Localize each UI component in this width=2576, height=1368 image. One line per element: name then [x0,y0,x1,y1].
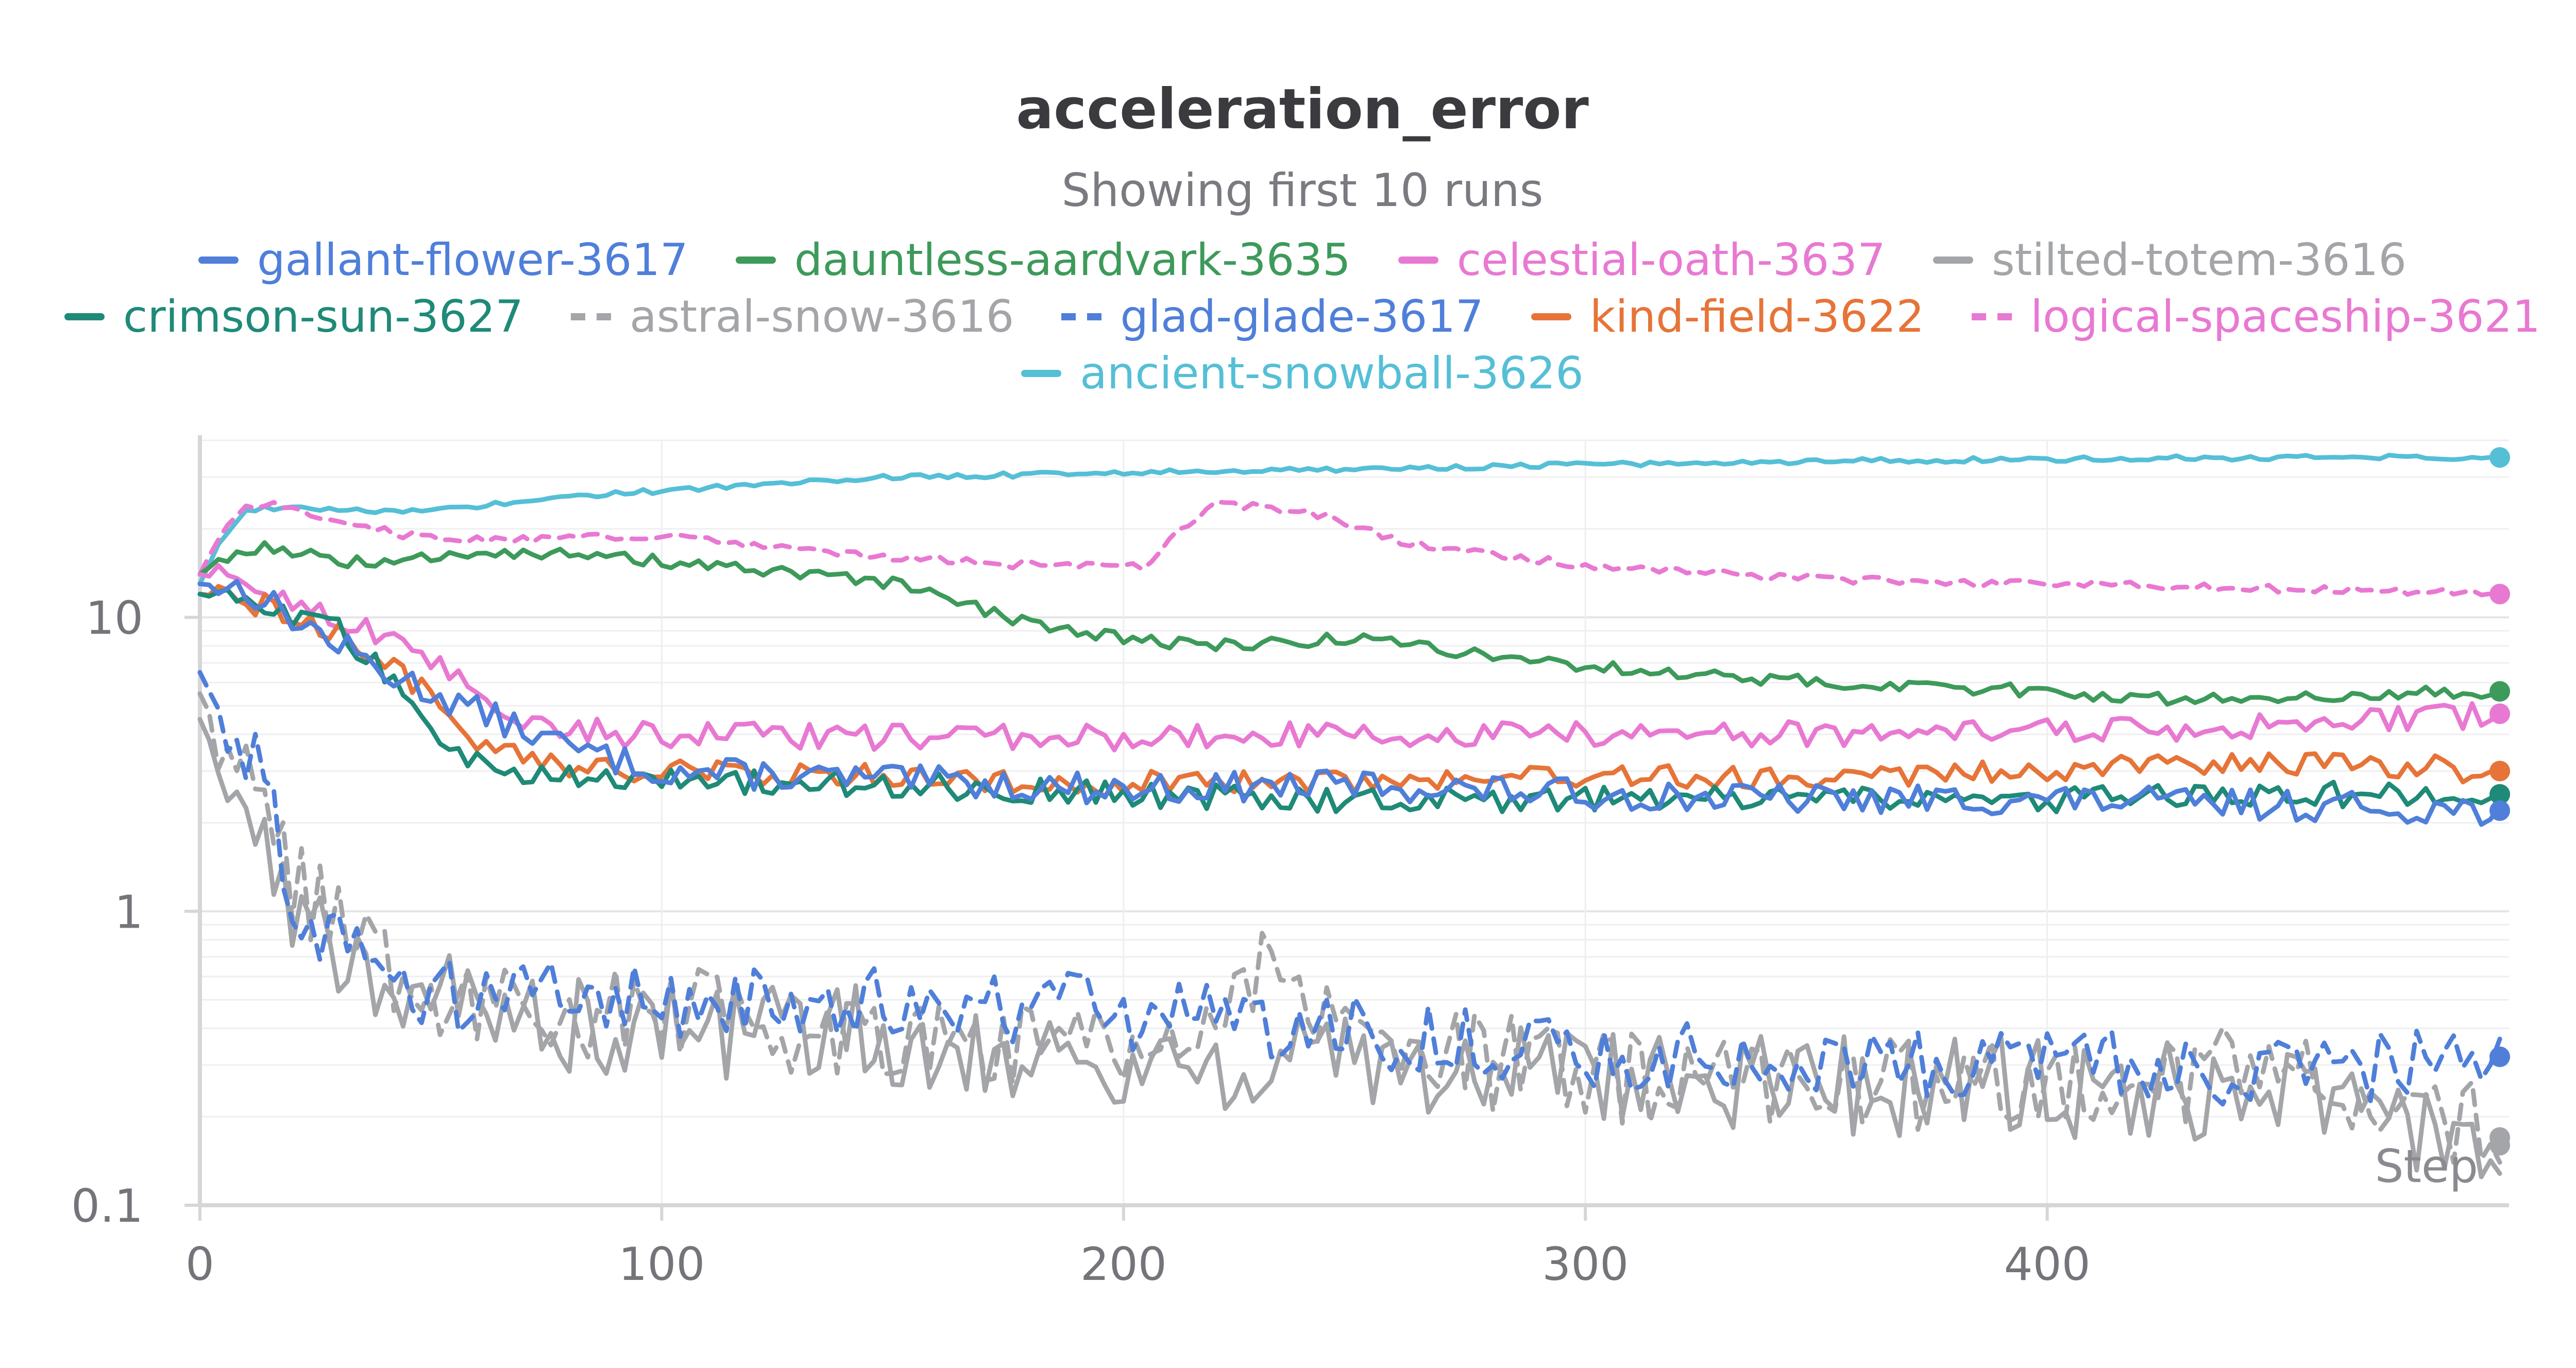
series-end-point [2489,703,2511,724]
legend-item[interactable]: crimson-sun-3627 [64,291,523,343]
series-end-point [2489,800,2511,821]
series-end-point [2489,584,2511,605]
series-end-point [2489,447,2511,468]
legend-label: stilted-totem-3616 [1991,234,2407,286]
series-end-point [2489,1046,2511,1067]
legend-label: ancient-snowball-3626 [1080,348,1584,399]
legend-item[interactable]: dauntless-aardvark-3635 [735,234,1351,286]
legend-label: dauntless-aardvark-3635 [794,234,1351,286]
x-tick-label: 200 [1080,1238,1167,1291]
x-tick-label: 0 [185,1238,214,1291]
chart-title: acceleration_error [1016,77,1589,142]
legend-swatch [64,313,105,320]
legend-label: celestial-oath-3637 [1456,234,1886,286]
series-line [197,499,2502,597]
series-line [197,578,2502,827]
x-tick-label: 300 [1542,1238,1629,1291]
legend-item[interactable]: ancient-snowball-3626 [1021,348,1584,399]
series-line [197,670,2502,1107]
legend-item[interactable]: stilted-totem-3616 [1933,234,2406,286]
legend-row: gallant-flower-3617 dauntless-aardvark-36… [0,234,2576,286]
legend-item[interactable]: gallant-flower-3617 [198,234,688,286]
legend-label: glad-glade-3617 [1120,291,1484,343]
legend-swatch [1972,313,2012,320]
legend-label: astral-snow-3616 [630,291,1014,343]
legend-item[interactable]: celestial-oath-3637 [1398,234,1886,286]
legend-row: ancient-snowball-3626 [0,348,2576,399]
legend-swatch [1021,370,1062,377]
chart-subtitle: Showing first 10 runs [1061,164,1544,217]
legend-label: logical-spaceship-3621 [2030,291,2540,343]
legend-swatch [1531,313,1571,320]
legend-label: kind-field-3622 [1589,291,1925,343]
x-axis-label: Step [2375,1140,2478,1193]
legend-swatch [1061,313,1102,320]
x-tick-label: 100 [618,1238,705,1291]
y-tick-label: 10 [86,592,143,645]
legend-item[interactable]: kind-field-3622 [1531,291,1924,343]
legend-row: crimson-sun-3627 astral-snow-3616 glad-gla… [0,291,2576,343]
legend-item[interactable]: logical-spaceship-3621 [1972,291,2540,343]
series-line [197,453,2502,587]
legend-swatch [1398,256,1438,264]
y-tick-label: 0.1 [71,1179,143,1233]
series-line [197,540,2502,707]
series-end-point [2489,784,2511,805]
series-line [197,587,2502,814]
y-tick-label: 1 [114,885,143,938]
legend-swatch [198,256,239,264]
series-end-point [2489,761,2511,782]
series-end-point [2489,1127,2511,1148]
series-line [197,563,2502,753]
series-end-point [2489,681,2511,702]
x-tick-label: 400 [2004,1238,2091,1291]
legend-label: crimson-sun-3627 [123,291,524,343]
legend-swatch [735,256,776,264]
legend-item[interactable]: glad-glade-3617 [1061,291,1484,343]
legend-label: gallant-flower-3617 [257,234,688,286]
legend-swatch [1933,256,1973,264]
legend-swatch [571,313,612,320]
legend-item[interactable]: astral-snow-3616 [571,291,1014,343]
